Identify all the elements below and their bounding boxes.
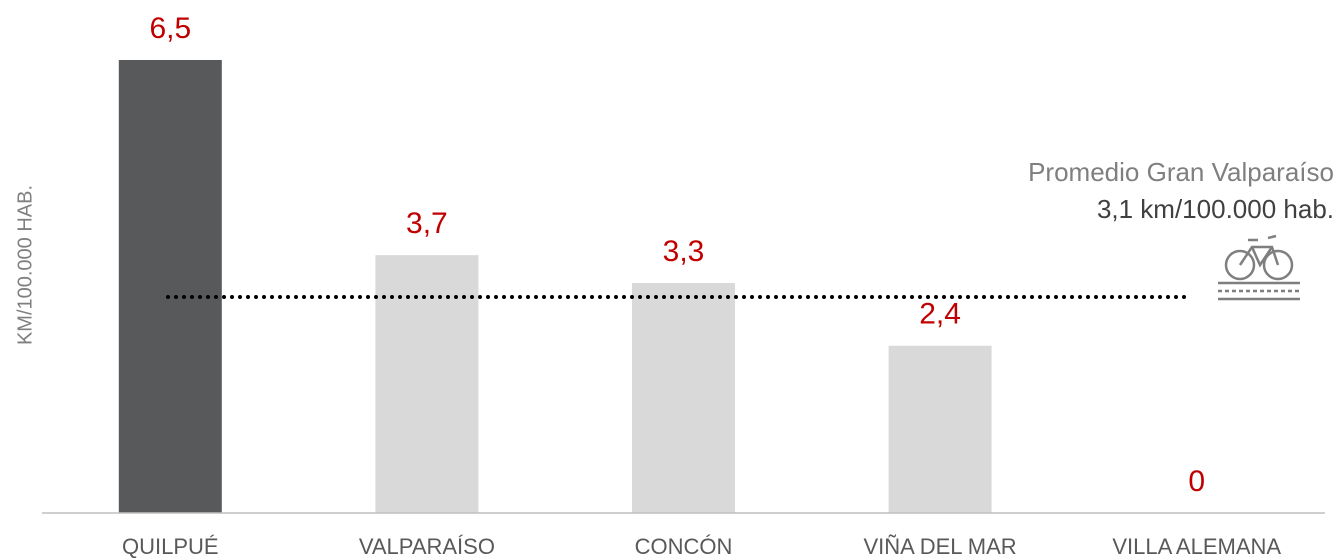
value-label: 0 bbox=[1188, 465, 1205, 498]
value-label: 3,7 bbox=[406, 207, 448, 240]
bar bbox=[632, 283, 735, 513]
reference-title: Promedio Gran Valparaíso bbox=[1028, 157, 1334, 187]
bar bbox=[375, 255, 479, 513]
bar bbox=[118, 60, 222, 513]
y-axis-label: KM/100.000 HAB. bbox=[14, 185, 36, 345]
value-label: 2,4 bbox=[919, 298, 961, 331]
x-tick-label: VIÑA DEL MAR bbox=[863, 534, 1016, 559]
x-tick-label: QUILPUÉ bbox=[122, 534, 219, 559]
x-tick-label: VALPARAÍSO bbox=[359, 534, 495, 559]
value-label: 3,3 bbox=[663, 235, 705, 268]
bar bbox=[888, 345, 992, 513]
x-tick-label: VILLA ALEMANA bbox=[1112, 534, 1281, 559]
reference-label: 3,1 km/100.000 hab. bbox=[1097, 194, 1334, 224]
x-tick-label: CONCÓN bbox=[635, 534, 733, 559]
value-label: 6,5 bbox=[149, 12, 191, 45]
bike-icon bbox=[1218, 234, 1300, 301]
